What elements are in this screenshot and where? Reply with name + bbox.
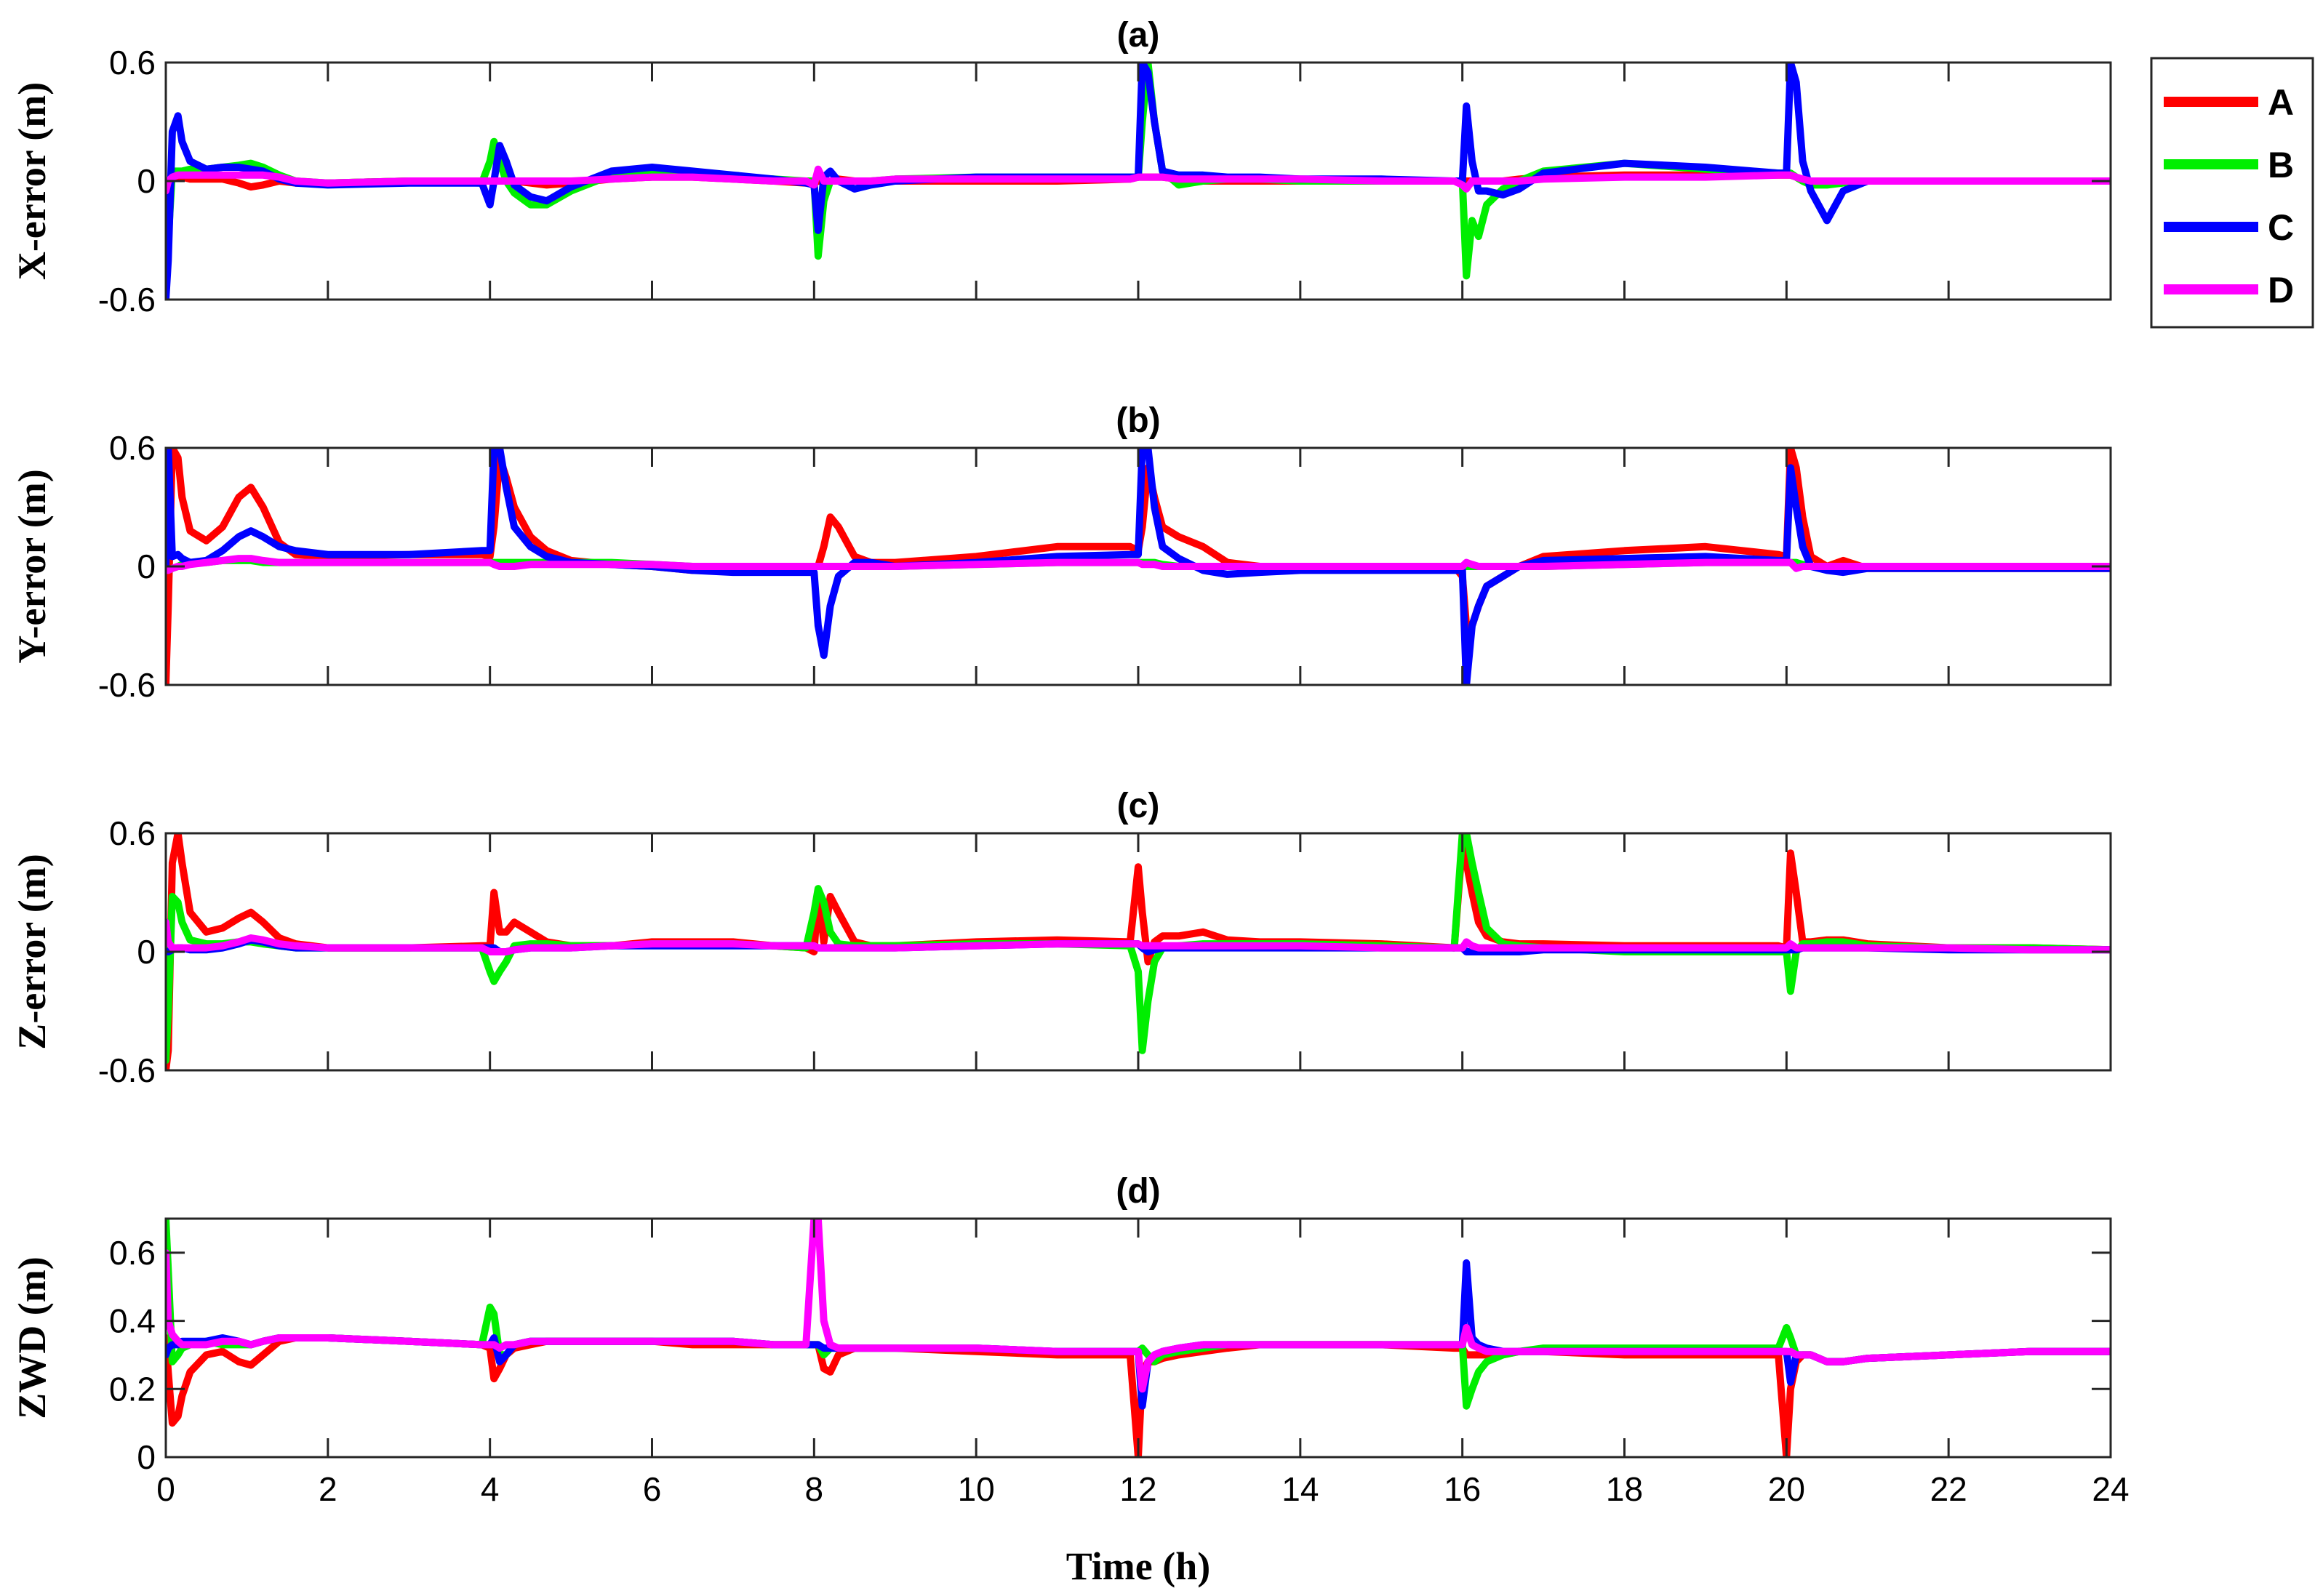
panel-d-ylabel: ZWD (m) bbox=[10, 1256, 54, 1419]
x-tick-label: 14 bbox=[1282, 1470, 1319, 1508]
panel-a-title: (a) bbox=[1117, 16, 1160, 55]
panel-b-yticks: -0.6 0 0.6 bbox=[98, 429, 2111, 704]
panel-b-ytick-label: 0.6 bbox=[109, 429, 156, 467]
x-tick-label: 10 bbox=[958, 1470, 995, 1508]
x-tick-label: 20 bbox=[1768, 1470, 1805, 1508]
panel-a-ytick-label: 0 bbox=[137, 162, 156, 200]
panel-c-series bbox=[166, 833, 2111, 1070]
panel-d-axes bbox=[164, 1217, 2112, 1459]
panel-d-xticks: 0 2 4 6 8 10 12 14 16 18 20 22 24 bbox=[156, 1219, 2130, 1508]
panel-b-series-d bbox=[166, 555, 2111, 574]
panel-a-axes bbox=[164, 61, 2112, 301]
panel-c-ylabel: Z-error (m) bbox=[10, 854, 54, 1049]
panel-c-series-d bbox=[166, 918, 2111, 955]
panel-c-axes bbox=[164, 832, 2112, 1072]
panel-b-title: (b) bbox=[1116, 401, 1160, 440]
panel-d-series bbox=[166, 1219, 2111, 1457]
panel-d-ytick-label: 0.6 bbox=[109, 1234, 156, 1272]
panel-b-ytick-label: -0.6 bbox=[98, 666, 156, 704]
x-tick-label: 0 bbox=[156, 1470, 175, 1508]
x-tick-label: 8 bbox=[805, 1470, 824, 1508]
panel-b-ylabel: Y-error (m) bbox=[10, 469, 54, 663]
x-tick-label: 18 bbox=[1606, 1470, 1643, 1508]
panel-c-ytick-label: 0 bbox=[137, 933, 156, 971]
panel-c: (c) Z-error (m) -0.6 0 0.6 bbox=[10, 787, 2112, 1089]
panel-a-ylabel: X-error (m) bbox=[10, 82, 54, 280]
x-tick-label: 2 bbox=[319, 1470, 337, 1508]
panel-a-series-d bbox=[166, 165, 2111, 195]
panel-d-title: (d) bbox=[1116, 1172, 1160, 1211]
x-tick-label: 4 bbox=[481, 1470, 500, 1508]
panel-a-ytick-label: -0.6 bbox=[98, 281, 156, 318]
x-axis-label: Time (h) bbox=[1066, 1544, 1211, 1588]
panel-d: (d) ZWD (m) 00.20.40.6 0 2 4 6 8 10 12 14 16 18 20… bbox=[10, 1172, 2130, 1508]
x-tick-label: 6 bbox=[643, 1470, 662, 1508]
panel-b-series bbox=[166, 448, 2111, 685]
x-tick-label: 12 bbox=[1119, 1470, 1156, 1508]
legend-label-b: B bbox=[2268, 145, 2294, 185]
panel-c-ytick-label: -0.6 bbox=[98, 1051, 156, 1089]
panel-b: (b) Y-error (m) -0.6 0 0.6 bbox=[10, 401, 2112, 704]
legend-label-a: A bbox=[2268, 82, 2294, 123]
legend: A B C D bbox=[2150, 57, 2314, 329]
legend-label-c: C bbox=[2268, 207, 2294, 248]
panel-d-ytick-label: 0 bbox=[137, 1438, 156, 1476]
panel-b-axes bbox=[164, 446, 2112, 686]
panel-a: (a) X-error (m) -0.6 0 0.6 bbox=[10, 16, 2112, 318]
panel-a-yticks: -0.6 0 0.6 bbox=[98, 44, 2111, 318]
legend-entry-c: C bbox=[2164, 207, 2294, 248]
panel-d-series-d bbox=[166, 1219, 2111, 1393]
legend-entry-a: A bbox=[2164, 82, 2294, 123]
panel-b-ytick-label: 0 bbox=[137, 548, 156, 585]
x-tick-label: 24 bbox=[2092, 1470, 2129, 1508]
x-tick-label: 22 bbox=[1930, 1470, 1967, 1508]
x-tick-label: 16 bbox=[1444, 1470, 1481, 1508]
legend-entry-b: B bbox=[2164, 145, 2294, 185]
panel-c-ytick-label: 0.6 bbox=[109, 814, 156, 852]
panel-c-title: (c) bbox=[1117, 787, 1160, 825]
panel-d-ytick-label: 0.2 bbox=[109, 1370, 156, 1408]
legend-label-d: D bbox=[2268, 270, 2294, 310]
panel-a-ytick-label: 0.6 bbox=[109, 44, 156, 81]
panel-a-series bbox=[166, 63, 2111, 300]
legend-entry-d: D bbox=[2164, 270, 2294, 310]
panel-d-ytick-label: 0.4 bbox=[109, 1302, 156, 1340]
